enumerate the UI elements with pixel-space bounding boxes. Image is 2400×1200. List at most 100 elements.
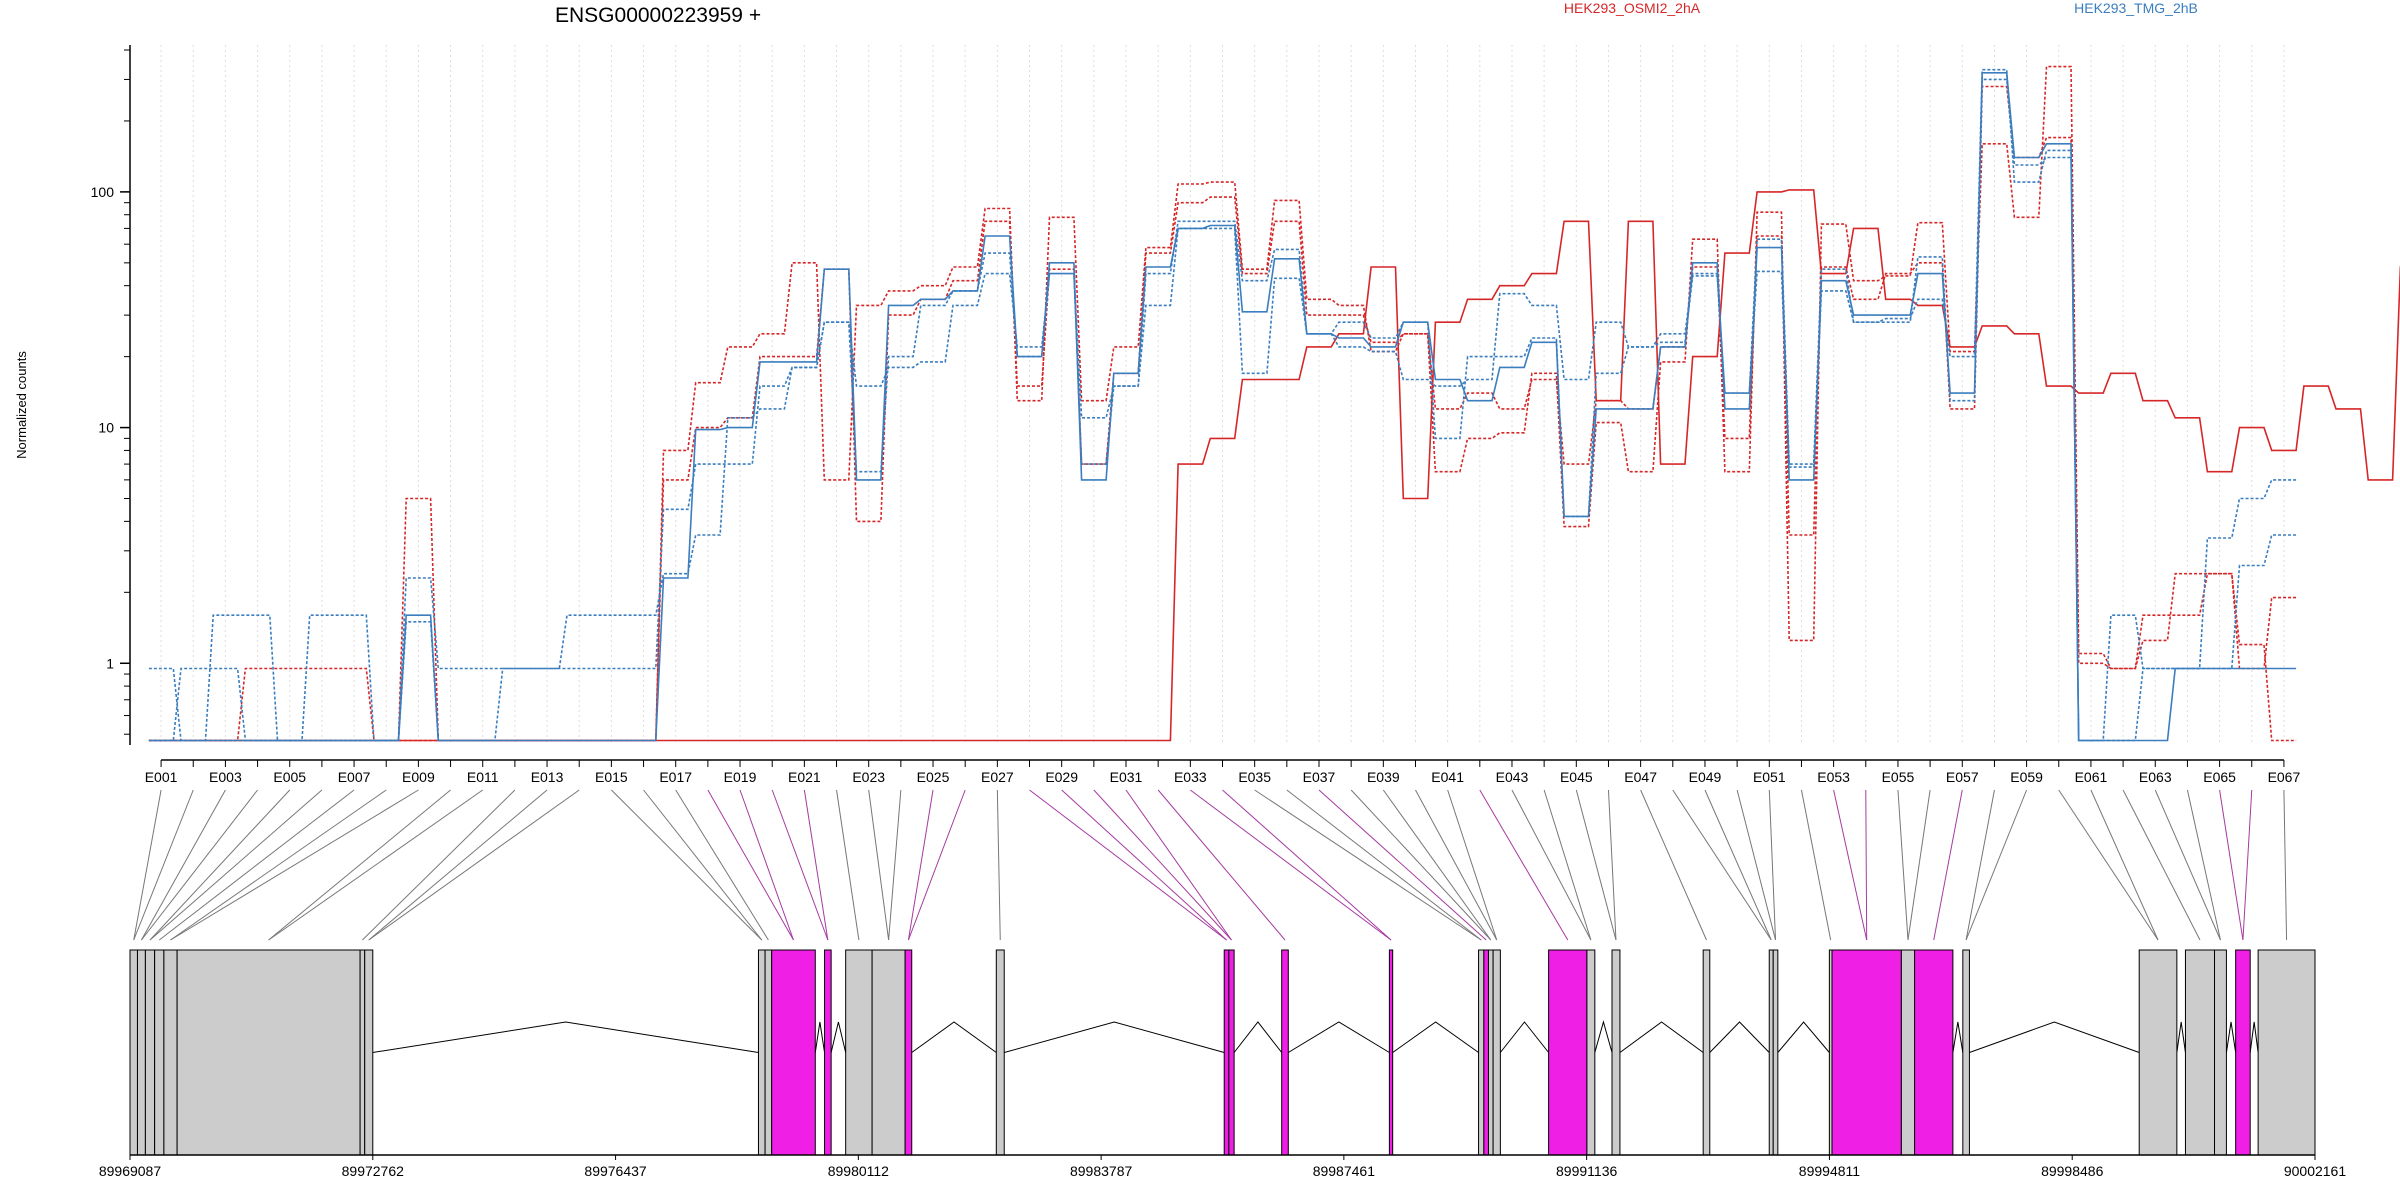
exon-box-highlighted — [1388, 949, 1394, 1156]
exon-box — [1962, 949, 1970, 1156]
exon-connector — [1543, 789, 1592, 941]
exon-box-highlighted — [1228, 949, 1235, 1156]
exon-box — [136, 949, 146, 1156]
series-line — [148, 85, 2297, 742]
intron-line — [1969, 1021, 2140, 1053]
exon-box — [871, 949, 906, 1156]
intron-line — [1233, 1021, 1283, 1053]
exon-connector — [1061, 789, 1227, 941]
genomic-axis-label: 90002161 — [2284, 1163, 2347, 1179]
x-tick-label: E017 — [659, 769, 692, 785]
intron-line — [1594, 1020, 1613, 1053]
exon-connector — [1768, 789, 1777, 941]
x-tick-label: E033 — [1174, 769, 1207, 785]
exon-connector — [1833, 789, 1868, 941]
exon-connector — [1479, 789, 1569, 941]
exon-connector — [836, 789, 860, 941]
exon-connector — [907, 789, 934, 941]
x-tick-label: E035 — [1238, 769, 1271, 785]
exon-box — [1492, 949, 1501, 1156]
exon-box — [845, 949, 873, 1156]
exon-box — [1611, 949, 1621, 1156]
exon-connector — [1350, 789, 1492, 941]
x-tick-label: E023 — [852, 769, 885, 785]
exon-connector — [2242, 789, 2253, 941]
series-line — [148, 68, 2297, 742]
x-tick-label: E039 — [1367, 769, 1400, 785]
x-tick-label: E059 — [2010, 769, 2043, 785]
exon-connector — [1640, 789, 1707, 941]
intron-line — [2176, 1021, 2186, 1053]
x-tick-label: E019 — [724, 769, 757, 785]
exon-connector — [1907, 789, 1931, 941]
x-tick-label: E041 — [1431, 769, 1464, 785]
exon-connector — [1286, 789, 1482, 941]
intron-line — [1619, 1021, 1704, 1053]
genomic-axis-label: 89969087 — [99, 1163, 162, 1179]
exon-box — [1478, 949, 1485, 1156]
intron-line — [1392, 1021, 1479, 1053]
exon-connector — [1415, 789, 1498, 941]
intron-line — [1709, 1021, 1770, 1053]
exon-connector — [675, 789, 769, 941]
exon-connector — [707, 789, 794, 941]
x-tick-label: E057 — [1946, 769, 1979, 785]
exon-connector — [1897, 789, 1909, 941]
x-tick-label: E013 — [531, 769, 564, 785]
exon-connector — [1222, 789, 1392, 941]
x-tick-label: E011 — [467, 769, 499, 785]
exon-box — [2138, 949, 2178, 1156]
exon-box-highlighted — [1548, 949, 1588, 1156]
genomic-axis-label: 89987461 — [1313, 1163, 1376, 1179]
exon-connector — [170, 789, 387, 941]
exon-box — [995, 949, 1005, 1156]
exon-box — [359, 949, 366, 1156]
intron-line — [372, 1021, 759, 1053]
exon-box — [764, 949, 773, 1156]
exon-box — [144, 949, 156, 1156]
exon-connector — [1318, 789, 1487, 941]
chart-title: ENSG00000223959 + — [555, 4, 761, 27]
exon-box-highlighted — [1914, 949, 1954, 1156]
intron-line — [911, 1021, 997, 1053]
y-tick-label: 10 — [98, 420, 114, 436]
exon-connector — [368, 789, 548, 941]
x-tick-label: E063 — [2139, 769, 2172, 785]
exon-connector-lines — [133, 789, 2288, 941]
exon-connector — [2090, 789, 2159, 941]
x-tick-label: E067 — [2268, 769, 2301, 785]
x-tick-label: E053 — [1817, 769, 1850, 785]
x-tick-label: E015 — [595, 769, 628, 785]
exon-connector — [133, 789, 194, 941]
exon-box-highlighted — [2235, 949, 2251, 1156]
exon-connector — [1190, 789, 1392, 941]
y-tick-label: 100 — [91, 184, 115, 200]
exon-connector — [170, 789, 419, 941]
y-tick-label: 1 — [106, 655, 114, 671]
exon-connector — [362, 789, 516, 941]
exon-connector — [149, 789, 291, 941]
genomic-axis-label: 89976437 — [584, 1163, 647, 1179]
exon-box — [1772, 949, 1779, 1156]
intron-line — [814, 1021, 826, 1053]
exon-connector — [771, 789, 829, 941]
x-tick-label: E001 — [145, 769, 178, 785]
exon-connector — [2058, 789, 2159, 941]
exon-connector — [149, 789, 323, 941]
series-lines — [148, 65, 2400, 742]
x-tick-label: E005 — [273, 769, 306, 785]
exon-box-highlighted — [904, 949, 913, 1156]
exon-box — [154, 949, 165, 1156]
exon-connector — [1447, 789, 1498, 941]
series-line — [148, 65, 2297, 742]
exon-connector — [888, 789, 902, 941]
exon-connector — [1157, 789, 1286, 941]
exon-connector — [868, 789, 890, 941]
exon-connector — [1511, 789, 1592, 941]
x-tick-label: E021 — [788, 769, 821, 785]
genomic-axis: 89969087 89972762 89976437 89980112 89983787… — [99, 1154, 2347, 1179]
exon-box-highlighted — [771, 949, 816, 1156]
x-tick-label: E037 — [1303, 769, 1336, 785]
x-tick-label: E043 — [1496, 769, 1529, 785]
legend-entry-tmg: HEK293_TMG_2hB — [2074, 0, 2198, 16]
